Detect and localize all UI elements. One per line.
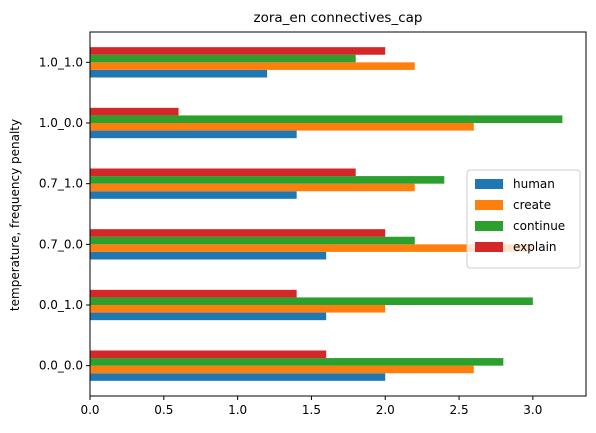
bar-create-1.0_1.0 xyxy=(90,62,415,70)
bar-explain-1.0_1.0 xyxy=(90,47,386,55)
y-tick-label: 1.0_0.0 xyxy=(39,116,83,130)
bar-create-0.7_0.0 xyxy=(90,244,533,252)
bar-human-1.0_1.0 xyxy=(90,69,268,78)
legend-swatch-human xyxy=(475,179,503,189)
bar-create-0.0_0.0 xyxy=(90,365,474,374)
x-tick-label: 2.5 xyxy=(450,403,469,417)
x-axis-ticks: 0.0 0.5 1.0 1.5 2.0 2.5 3.0 xyxy=(80,396,542,417)
x-tick-label: 0.0 xyxy=(80,403,99,417)
y-tick-label: 0.0_1.0 xyxy=(39,298,83,312)
bar-create-1.0_0.0 xyxy=(90,123,474,131)
chart-title: zora_en connectives_cap xyxy=(254,10,423,26)
bar-continue-0.0_0.0 xyxy=(90,358,504,366)
bar-human-0.7_1.0 xyxy=(90,191,297,199)
bar-create-0.0_1.0 xyxy=(90,305,386,313)
bars-group xyxy=(90,47,563,381)
legend-label-explain: explain xyxy=(513,240,557,254)
bar-continue-0.0_1.0 xyxy=(90,297,533,305)
legend: human create continue explain xyxy=(466,169,581,269)
bar-explain-0.0_0.0 xyxy=(90,350,327,359)
legend-label-continue: continue xyxy=(513,219,565,233)
x-tick-label: 0.5 xyxy=(154,403,173,417)
bar-human-0.0_1.0 xyxy=(90,312,327,321)
bar-continue-0.7_0.0 xyxy=(90,236,415,245)
y-tick-label: 0.0_0.0 xyxy=(39,359,83,373)
plot-frame xyxy=(89,31,587,397)
bar-continue-1.0_0.0 xyxy=(90,115,563,123)
x-tick-label: 1.0 xyxy=(228,403,247,417)
bar-human-0.0_0.0 xyxy=(90,373,386,381)
bar-explain-0.0_1.0 xyxy=(90,289,297,298)
y-axis-label: temperature, frequency penalty xyxy=(8,119,22,311)
y-tick-label: 1.0_1.0 xyxy=(39,55,83,69)
legend-swatch-explain xyxy=(475,242,503,252)
legend-swatch-create xyxy=(475,200,503,210)
bar-create-0.7_1.0 xyxy=(90,183,415,192)
bar-explain-1.0_0.0 xyxy=(90,107,179,116)
bar-continue-0.7_1.0 xyxy=(90,176,445,184)
bar-explain-0.7_1.0 xyxy=(90,168,356,177)
bar-continue-1.0_1.0 xyxy=(90,54,356,63)
bar-human-1.0_0.0 xyxy=(90,130,297,139)
x-tick-label: 1.5 xyxy=(302,403,321,417)
legend-swatch-continue xyxy=(475,221,503,231)
bar-explain-0.7_0.0 xyxy=(90,229,386,237)
x-tick-label: 2.0 xyxy=(376,403,395,417)
legend-label-human: human xyxy=(513,177,555,191)
legend-label-create: create xyxy=(513,198,551,212)
y-tick-label: 0.7_0.0 xyxy=(39,237,83,251)
y-tick-label: 0.7_1.0 xyxy=(39,177,83,191)
bar-human-0.7_0.0 xyxy=(90,251,327,260)
x-tick-label: 3.0 xyxy=(523,403,542,417)
y-axis-ticks: 0.0_0.0 0.0_1.0 0.7_0.0 0.7_1.0 1.0_0.0 1.0_1… xyxy=(39,55,90,373)
